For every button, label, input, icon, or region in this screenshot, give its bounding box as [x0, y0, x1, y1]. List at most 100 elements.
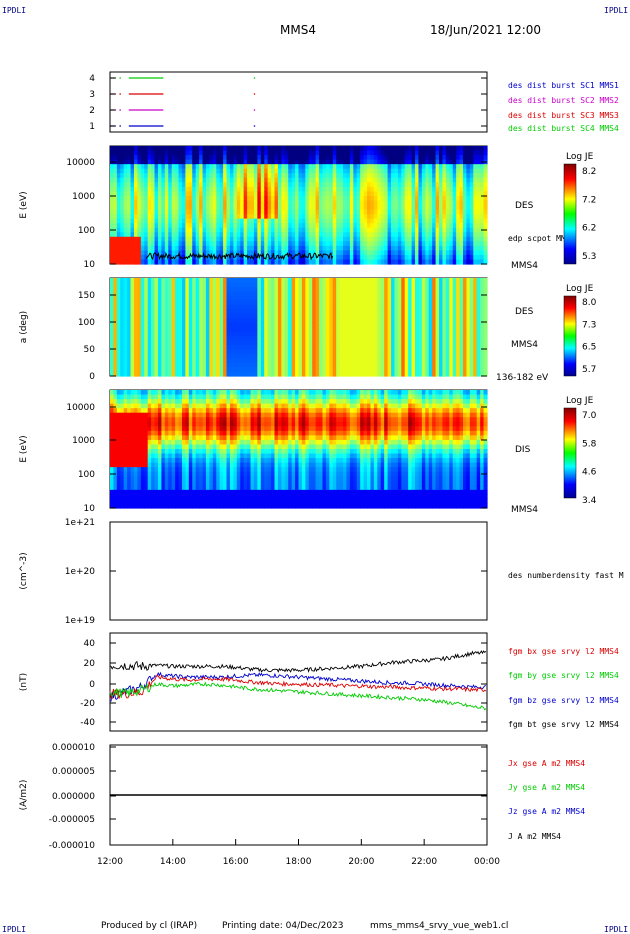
spectrogram-cell: [288, 254, 293, 261]
spectrogram-cell: [110, 191, 115, 197]
spectrogram-cell: [240, 200, 245, 206]
spectrogram-cell: [250, 223, 255, 229]
spectrogram-cell: [219, 349, 224, 355]
spectrogram-cell: [401, 250, 406, 256]
spectrogram-cell: [339, 159, 344, 165]
spectrogram-cell: [164, 227, 169, 233]
spectrogram-cell: [284, 205, 289, 211]
spectrogram-cell: [301, 309, 306, 315]
spectrogram-cell: [253, 159, 258, 165]
spectrogram-cell: [473, 254, 478, 261]
spectrogram-cell: [140, 304, 145, 310]
spectrogram-cell: [209, 304, 214, 310]
spectrogram-cell: [226, 232, 231, 238]
spectrogram-cell: [260, 214, 265, 220]
spectrogram-cell: [435, 214, 440, 220]
spectrogram-cell: [305, 367, 310, 373]
spectrogram-cell: [110, 309, 115, 315]
spectrogram-cell: [240, 291, 245, 297]
spectrogram-cell: [199, 195, 204, 202]
spectrogram-cell: [439, 327, 444, 333]
spectrogram-cell: [298, 146, 303, 152]
spectrogram-cell: [202, 218, 207, 224]
spectrogram-cell: [130, 191, 135, 197]
spectrogram-cell: [127, 150, 132, 156]
spectrogram-cell: [199, 331, 204, 337]
spectrogram-cell: [185, 214, 190, 220]
spectrogram-cell: [223, 159, 228, 165]
spectrogram-cell: [175, 155, 180, 161]
spectrogram-cell: [226, 282, 231, 288]
spectrogram-cell: [123, 335, 128, 341]
spectrogram-cell: [428, 236, 433, 242]
spectrogram-cell: [236, 218, 241, 224]
spectrogram-cell: [387, 232, 392, 238]
spectrogram-cell: [157, 150, 163, 156]
spectrogram-cell: [175, 236, 180, 242]
spectrogram-cell: [188, 362, 193, 368]
spectrogram-cell: [336, 291, 341, 297]
spectrogram-cell: [415, 295, 420, 301]
spectrogram-cell: [397, 254, 402, 261]
spectrogram-cell: [397, 146, 402, 152]
spectrogram-cell: [325, 353, 330, 359]
spectrogram-cell: [391, 322, 396, 328]
spectrogram-cell: [319, 182, 324, 188]
spectrogram-cell: [360, 173, 365, 179]
spectrogram-cell: [401, 146, 406, 152]
spectrogram-cell: [439, 191, 444, 197]
spectrogram-cell: [216, 232, 221, 238]
spectrogram-cell: [442, 159, 447, 165]
spectrogram-cell: [322, 322, 327, 328]
spectrogram-cell: [339, 291, 344, 297]
spectrogram-cell: [181, 259, 186, 265]
spectrogram-cell: [459, 227, 464, 233]
spectrogram-cell: [243, 340, 248, 346]
spectrogram-cell: [130, 232, 135, 238]
spectrogram-cell: [195, 236, 200, 242]
spectrogram-cell: [229, 331, 234, 337]
spectrogram-cell: [157, 286, 163, 292]
spectrogram-cell: [291, 318, 296, 324]
spectrogram-cell: [295, 223, 300, 229]
spectrogram-cell: [229, 186, 234, 192]
spectrogram-cell: [370, 155, 375, 161]
spectrogram-cell: [140, 282, 145, 288]
spectrogram-cell: [137, 300, 142, 306]
spectrogram-cell: [325, 291, 330, 297]
spectrogram-cell: [363, 371, 368, 377]
spectrogram-cell: [356, 322, 361, 328]
spectrogram-cell: [315, 209, 320, 215]
spectrogram-cell: [305, 205, 310, 211]
spectrogram-cell: [192, 214, 197, 220]
spectrogram-cell: [343, 200, 348, 206]
spectrogram-cell: [319, 327, 324, 333]
spectrogram-cell: [394, 150, 399, 156]
spectrogram-cell: [445, 164, 450, 170]
spectrogram-cell: [154, 200, 159, 206]
spectrogram-cell: [418, 295, 423, 301]
spectrogram-cell: [274, 155, 279, 161]
spectrogram-cell: [432, 309, 437, 315]
spectrogram-cell: [397, 159, 402, 165]
spectrogram-cell: [233, 186, 238, 192]
spectrogram-cell: [377, 362, 382, 368]
spectrogram-cell: [168, 304, 173, 310]
spectrogram-cell: [277, 177, 282, 183]
spectrogram-cell: [233, 327, 238, 333]
spectrogram-cell: [404, 309, 409, 315]
spectrogram-cell: [343, 168, 348, 174]
spectrogram-cell: [445, 159, 450, 165]
spectrogram-cell: [456, 209, 461, 215]
spectrogram-cell: [380, 209, 385, 215]
spectrogram-cell: [284, 155, 289, 161]
spectrogram-cell: [428, 358, 433, 364]
spectrogram-cell: [157, 362, 163, 368]
spectrogram-cell: [373, 331, 378, 337]
spectrogram-cell: [137, 245, 142, 251]
spectrogram-cell: [161, 155, 166, 161]
spectrogram-cell: [229, 241, 234, 247]
spectrogram-cell: [202, 286, 207, 292]
spectrogram-cell: [133, 205, 139, 211]
spectrogram-cell: [205, 250, 210, 256]
